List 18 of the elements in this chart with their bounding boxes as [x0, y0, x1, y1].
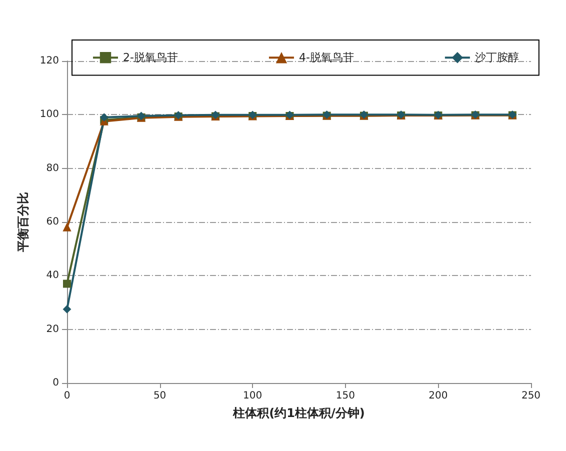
- x-axis-title: 柱体积(约1柱体积/分钟): [232, 406, 365, 420]
- legend-label: 4-脱氧鸟苷: [298, 51, 354, 64]
- x-tick-label: 100: [243, 390, 262, 402]
- y-tick-label: 60: [46, 216, 59, 228]
- y-tick-label: 80: [46, 162, 59, 174]
- y-tick-label: 120: [40, 56, 59, 66]
- x-tick-label: 200: [428, 390, 448, 402]
- x-tick-label: 250: [521, 390, 541, 402]
- x-tick-label: 0: [64, 390, 70, 402]
- y-tick-label: 40: [46, 270, 59, 282]
- x-tick-label: 50: [153, 390, 166, 402]
- y-axis-title: 平衡百分比: [16, 192, 30, 253]
- legend-label: 沙丁胺醇: [474, 51, 519, 64]
- y-tick-label: 100: [40, 109, 59, 120]
- y-tick-label: 0: [52, 378, 59, 388]
- legend-label: 2-脱氧鸟苷: [123, 51, 178, 64]
- y-tick-label: 20: [46, 324, 59, 335]
- x-tick-label: 150: [336, 390, 355, 402]
